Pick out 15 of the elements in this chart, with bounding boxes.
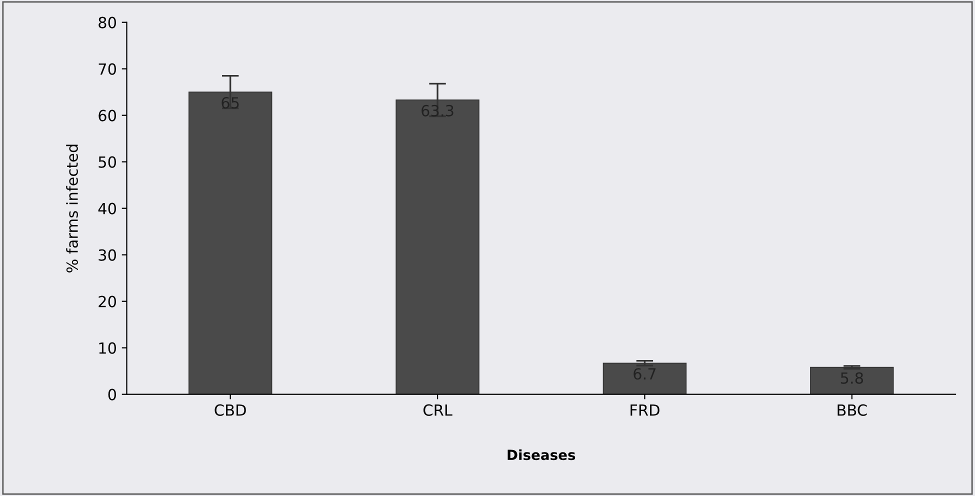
y-tick-label: 70 bbox=[98, 63, 116, 75]
y-tick-label: 0 bbox=[108, 388, 116, 400]
x-tick-label: CBD bbox=[214, 404, 246, 416]
y-tick-label: 40 bbox=[98, 202, 116, 214]
x-axis-title: Diseases bbox=[508, 449, 576, 460]
y-tick-label: 20 bbox=[98, 296, 116, 308]
y-tick-label: 10 bbox=[99, 342, 116, 354]
y-tick-label: 50 bbox=[98, 156, 116, 168]
y-tick-label: 30 bbox=[98, 249, 116, 261]
x-tick-label: CRL bbox=[423, 404, 452, 416]
x-tick-label: BBC bbox=[838, 404, 867, 416]
y-tick-label: 60 bbox=[98, 110, 116, 122]
y-axis-title: % farms infected bbox=[66, 144, 78, 272]
x-tick-label: FRD bbox=[630, 404, 660, 416]
y-tick-label: 80 bbox=[98, 16, 116, 28]
